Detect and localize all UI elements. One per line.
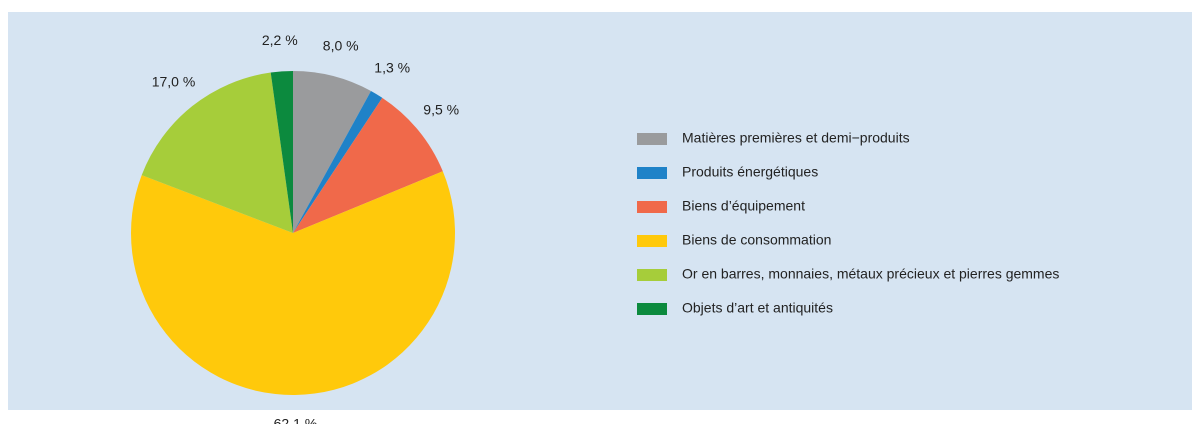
pie-slice: [293, 97, 443, 233]
slice-label: 62,1 %: [274, 416, 318, 424]
slice-label: 1,3 %: [374, 59, 410, 75]
pie-slice: [270, 71, 293, 233]
legend-label: Objets d’art et antiquités: [682, 300, 833, 316]
slice-label: 8,0 %: [323, 38, 359, 54]
legend-label: Produits énergétiques: [682, 164, 818, 180]
legend-swatch: [637, 133, 667, 145]
legend-swatch: [637, 201, 667, 213]
legend-swatch: [637, 235, 667, 247]
pie-slice: [131, 171, 455, 395]
legend-label: Biens de consommation: [682, 232, 831, 248]
slice-label: 17,0 %: [152, 73, 196, 89]
legend-swatch: [637, 269, 667, 281]
legend-swatch: [637, 167, 667, 179]
pie-slice: [293, 90, 383, 233]
legend-label: Matières premières et demi−produits: [682, 130, 910, 146]
slice-label: 2,2 %: [262, 32, 298, 48]
pie-slice: [141, 72, 293, 233]
legend-swatch: [637, 303, 667, 315]
pie-slice: [293, 71, 371, 233]
slice-label: 9,5 %: [423, 102, 459, 118]
legend-label: Biens d’équipement: [682, 198, 805, 214]
legend-label: Or en barres, monnaies, métaux précieux …: [682, 266, 1059, 282]
